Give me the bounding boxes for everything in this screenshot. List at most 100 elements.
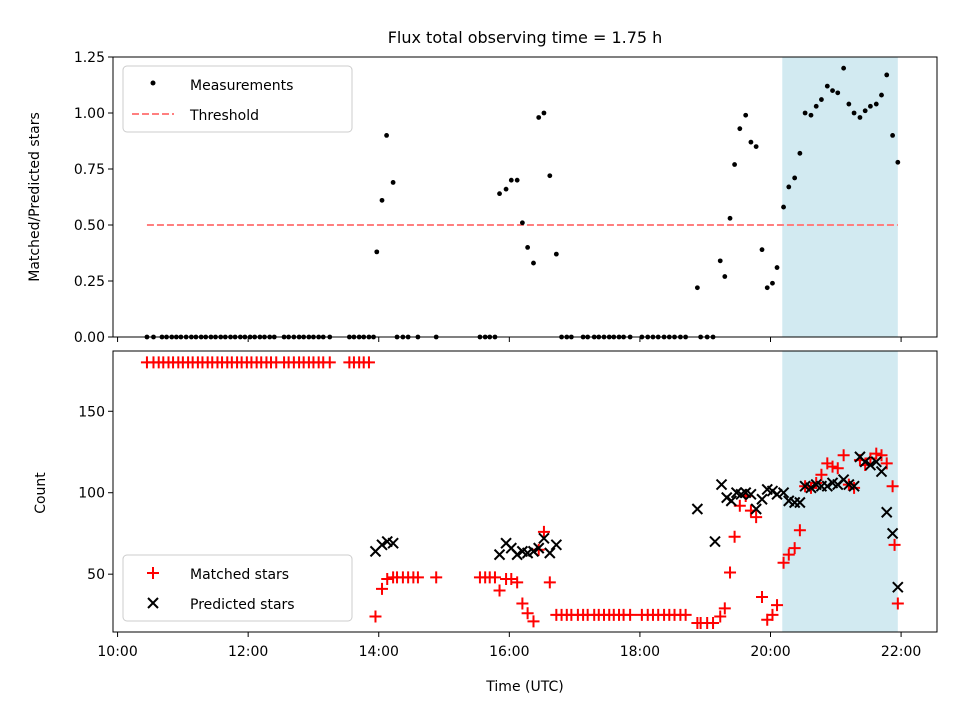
measurement-point [717, 258, 723, 264]
top-legend-box [122, 65, 353, 133]
matched-star-point [488, 571, 501, 584]
top-y-axis-label: Matched/Predicted stars [27, 112, 43, 282]
matched-star-point [777, 556, 790, 569]
y-tick-label: 0.50 [74, 218, 105, 234]
measurement-point [868, 103, 873, 109]
matched-star-point [782, 548, 795, 561]
measurement-point [808, 112, 814, 118]
matched-star-point [810, 476, 823, 489]
predicted-stars-point [870, 456, 882, 468]
predicted-stars-point [794, 496, 806, 509]
measurement-point [890, 133, 896, 138]
measurement-point [519, 220, 525, 226]
matched-star-point [430, 571, 443, 584]
measurement-point [862, 108, 868, 114]
matched-star-point [362, 356, 375, 369]
x-tick-label: 18:00 [620, 644, 660, 660]
matched-star-point [369, 610, 382, 623]
bottom-panel-frame [112, 350, 938, 633]
predicted-stars-point [387, 537, 399, 549]
x-tick-label: 16:00 [489, 644, 529, 660]
predicted-stars-point [756, 493, 768, 505]
top-panel-frame [112, 56, 938, 338]
legend-measurements-marker [150, 80, 156, 86]
legend-threshold-label: Threshold [189, 108, 259, 124]
measurement-point [547, 173, 553, 179]
matched-star-point [728, 530, 741, 543]
predicted-stars-point [533, 542, 545, 554]
measurement-point [531, 260, 536, 266]
measurement-point [819, 97, 824, 102]
measurement-point [743, 112, 749, 118]
y-tick-label: 100 [78, 486, 105, 502]
predicted-stars-point [715, 478, 728, 491]
matched-star-point [766, 608, 779, 621]
x-tick-label: 20:00 [750, 644, 790, 660]
measurement-point [497, 191, 502, 197]
matched-star-point [831, 462, 844, 475]
matched-star-point [493, 584, 506, 597]
matched-star-point [624, 608, 637, 621]
matched-star-point [718, 602, 731, 615]
bottom-y-axis-label: Count [33, 472, 49, 514]
matched-star-point [826, 460, 839, 473]
matched-star-point [323, 356, 336, 369]
predicted-stars-point [750, 503, 762, 515]
predicted-stars-point [538, 532, 550, 545]
matched-star-point [875, 449, 888, 462]
measurement-point [851, 110, 857, 116]
measurement-point [770, 280, 775, 286]
predicted-stars-point [709, 535, 721, 548]
measurement-point [846, 101, 852, 107]
predicted-stars-point [527, 545, 540, 558]
measurement-point [884, 72, 890, 78]
predicted-stars-point [725, 495, 738, 507]
measurement-point [753, 144, 759, 150]
measurement-point [841, 65, 847, 71]
top-highlight-span [782, 57, 898, 337]
legend-predicted-label: Predicted stars [190, 597, 295, 613]
measurement-point [722, 274, 728, 279]
measurement-point [873, 101, 879, 107]
measurement-point [759, 247, 765, 253]
matched-star-point [870, 447, 883, 460]
x-axis-label: Time (UTC) [485, 679, 563, 695]
bottom-highlight-span [782, 351, 898, 632]
bottom-panel-counts: 50 100 150 10:00 12:00 14:00 16:00 18:00 20:00 2… [33, 350, 938, 660]
matched-star-point [543, 576, 556, 589]
matched-star-point [837, 449, 850, 462]
measurement-point [792, 175, 798, 181]
bottom-legend: Matched stars Predicted stars [122, 554, 353, 622]
y-tick-label: 0.25 [74, 274, 105, 290]
top-x-ticks [117, 337, 902, 342]
matched-star-point [891, 597, 904, 610]
matched-star-point [848, 481, 861, 494]
measurement-point [541, 110, 547, 116]
matched-star-point [788, 542, 801, 555]
y-tick-label: 0.00 [74, 330, 105, 346]
matched-star-point [756, 590, 769, 603]
measurement-point [830, 88, 835, 93]
measurement-point [835, 90, 841, 96]
measurement-point [374, 249, 380, 255]
predicted-stars-point [777, 487, 790, 499]
measurement-point [503, 186, 509, 192]
predicted-stars-point [875, 465, 888, 478]
measurement-point [737, 126, 743, 132]
measurement-point [781, 204, 786, 210]
y-tick-label: 150 [78, 404, 105, 420]
matched-star-point [527, 615, 540, 628]
matched-star-point [516, 597, 529, 610]
predicted-stars-point [859, 456, 871, 468]
measurement-point [813, 103, 819, 109]
matched-star-point [815, 468, 828, 481]
bottom-y-ticks: 50 100 150 [78, 404, 113, 583]
matched-star-point [511, 576, 524, 589]
matched-star-point [724, 566, 737, 579]
measurement-point [748, 139, 754, 145]
legend-matched-label: Matched stars [190, 567, 289, 583]
predicted-stars-point [544, 547, 556, 559]
predicted-stars-point [881, 506, 893, 518]
bottom-legend-box [122, 554, 353, 622]
